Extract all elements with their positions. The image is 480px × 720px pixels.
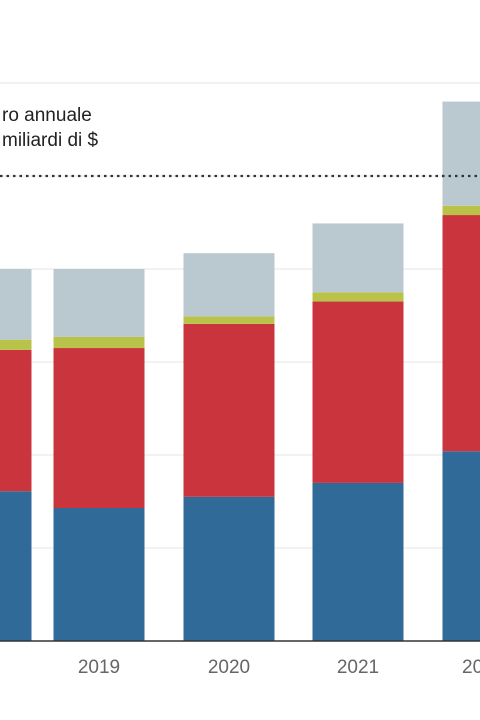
bar-segment-2021-s3 [312, 292, 404, 302]
annotation-line-2: miliardi di $ [2, 130, 99, 151]
bar-segment-2021-s2 [312, 301, 404, 483]
bar-segment-2018-s3 [0, 339, 32, 350]
bars [0, 101, 480, 641]
bar-segment-2020-s3 [183, 316, 275, 324]
bar-segment-2018-s1 [0, 491, 32, 641]
annotation-line-1: ro annuale [2, 105, 92, 126]
bar-segment-2020-s4 [183, 253, 275, 317]
bar-segment-2019-s1 [53, 508, 145, 641]
bar-segment-2021-s1 [312, 482, 404, 641]
annotation: ro annuale miliardi di $ [0, 96, 150, 154]
bar-segment-2018-s2 [0, 349, 32, 492]
bar-segment-2021-s4 [312, 223, 404, 293]
bar-segment-2020-s2 [183, 323, 275, 497]
x-tick-label: 20 [462, 657, 480, 678]
bar-segment-2022-s4 [442, 101, 480, 206]
x-tick-label: 2019 [78, 657, 120, 678]
x-tick-label: 2020 [208, 657, 250, 678]
x-axis-labels: 2019 2020 2021 20 [78, 657, 480, 678]
bar-segment-2022-s2 [442, 215, 480, 452]
bar-segment-2022-s1 [442, 451, 480, 641]
bar-segment-2022-s3 [442, 205, 480, 216]
x-tick-label: 2021 [337, 657, 379, 678]
bar-segment-2019-s2 [53, 348, 145, 509]
bar-segment-2018-s4 [0, 269, 32, 340]
bar-segment-2020-s1 [183, 496, 275, 641]
bar-segment-2019-s4 [53, 269, 145, 337]
bar-segment-2019-s3 [53, 336, 145, 349]
